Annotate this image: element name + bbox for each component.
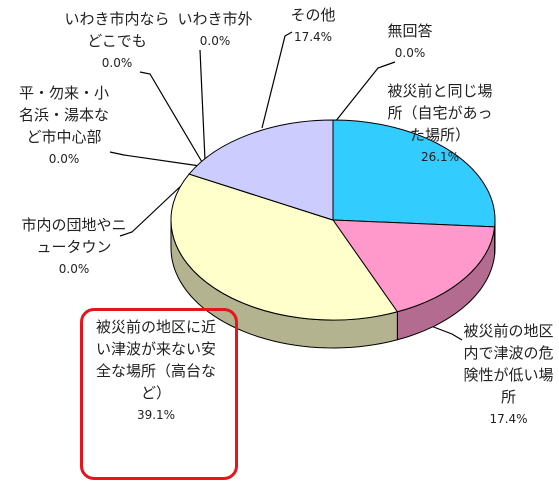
pie-tops	[170, 119, 496, 321]
pie-slice	[332, 119, 496, 228]
leader-line	[261, 31, 293, 129]
category-label: 被災前と同じ場所（自宅があった場所）	[387, 82, 493, 144]
leader-line	[334, 61, 396, 123]
category-label: 市内の団地やニュータウン	[21, 216, 127, 256]
leader-line	[119, 167, 201, 237]
value-label: 39.1%	[136, 408, 176, 422]
pie-slice	[170, 173, 399, 321]
value-label: 0.0%	[101, 56, 133, 70]
leader-line	[199, 49, 206, 161]
slice-label: 被災前と同じ場所（自宅があった場所） 26.1%	[385, 80, 495, 168]
slice-label: 被災前の地区内で津波の危険性が低い場所 17.4%	[458, 320, 559, 430]
value-label: 0.0%	[48, 152, 80, 166]
slice-label: 無回答 0.0%	[380, 20, 440, 64]
category-label: 無回答	[387, 22, 433, 40]
category-label: いわき市外	[177, 10, 253, 28]
pie-slice	[332, 219, 496, 313]
value-label: 17.4%	[293, 30, 333, 44]
category-label: その他	[290, 6, 336, 24]
category-label: 被災前の地区に近い津波が来ない安全な場所（高台など）	[95, 318, 216, 402]
category-label: 平・勿来・小名浜・湯本など市中心部	[18, 84, 109, 146]
category-label: いわき市内ならどこでも	[64, 10, 170, 50]
slice-label: 被災前の地区に近い津波が来ない安全な場所（高台など） 39.1%	[92, 316, 220, 426]
slice-label: いわき市外 0.0%	[165, 8, 265, 52]
value-label: 26.1%	[420, 150, 460, 164]
highlight-box	[80, 308, 238, 480]
slice-label: 平・勿来・小名浜・湯本など市中心部 0.0%	[14, 82, 114, 170]
value-label: 17.4%	[489, 412, 528, 426]
slice-label: その他 17.4%	[278, 4, 348, 48]
slice-label: いわき市内ならどこでも 0.0%	[62, 8, 172, 74]
pie-slice	[188, 119, 334, 221]
category-label: 被災前の地区内で津波の危険性が低い場所	[463, 322, 554, 406]
leader-line	[109, 151, 201, 167]
leader-line	[139, 71, 203, 163]
slice-label: 市内の団地やニュータウン 0.0%	[18, 214, 130, 280]
value-label: 0.0%	[394, 46, 426, 60]
value-label: 0.0%	[58, 262, 90, 276]
leader-lines	[109, 31, 463, 341]
value-label: 0.0%	[199, 34, 231, 48]
